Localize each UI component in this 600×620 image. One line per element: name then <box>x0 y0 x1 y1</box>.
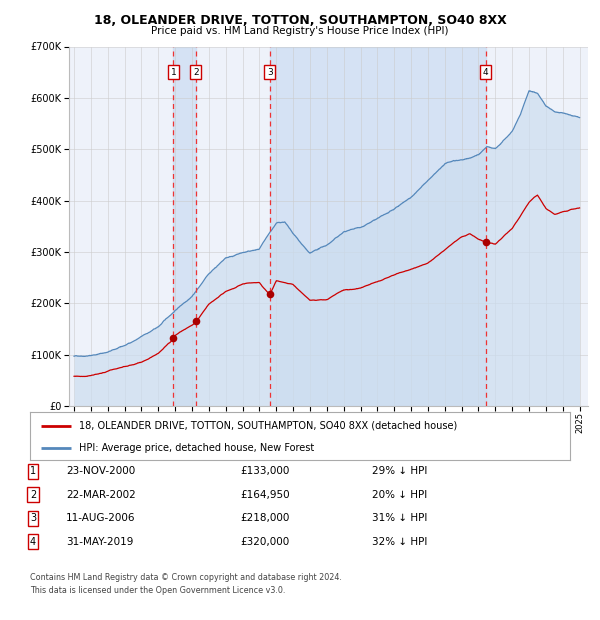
Text: HPI: Average price, detached house, New Forest: HPI: Average price, detached house, New … <box>79 443 314 453</box>
Text: 18, OLEANDER DRIVE, TOTTON, SOUTHAMPTON, SO40 8XX (detached house): 18, OLEANDER DRIVE, TOTTON, SOUTHAMPTON,… <box>79 420 457 431</box>
Text: 1: 1 <box>30 466 36 476</box>
Text: £320,000: £320,000 <box>240 537 289 547</box>
Text: 11-AUG-2006: 11-AUG-2006 <box>66 513 136 523</box>
Text: 31% ↓ HPI: 31% ↓ HPI <box>372 513 427 523</box>
Text: £218,000: £218,000 <box>240 513 289 523</box>
Text: Price paid vs. HM Land Registry's House Price Index (HPI): Price paid vs. HM Land Registry's House … <box>151 26 449 36</box>
Text: 22-MAR-2002: 22-MAR-2002 <box>66 490 136 500</box>
Text: 4: 4 <box>483 68 488 77</box>
Text: 18, OLEANDER DRIVE, TOTTON, SOUTHAMPTON, SO40 8XX: 18, OLEANDER DRIVE, TOTTON, SOUTHAMPTON,… <box>94 14 506 27</box>
Text: 2: 2 <box>30 490 36 500</box>
Text: £164,950: £164,950 <box>240 490 290 500</box>
Text: 3: 3 <box>267 68 273 77</box>
Text: 20% ↓ HPI: 20% ↓ HPI <box>372 490 427 500</box>
Text: This data is licensed under the Open Government Licence v3.0.: This data is licensed under the Open Gov… <box>30 586 286 595</box>
Text: 2: 2 <box>193 68 199 77</box>
Text: 4: 4 <box>30 537 36 547</box>
Bar <box>173 46 196 406</box>
Text: 29% ↓ HPI: 29% ↓ HPI <box>372 466 427 476</box>
Text: £133,000: £133,000 <box>240 466 289 476</box>
Text: 23-NOV-2000: 23-NOV-2000 <box>66 466 135 476</box>
Bar <box>270 46 485 406</box>
Text: 32% ↓ HPI: 32% ↓ HPI <box>372 537 427 547</box>
Text: Contains HM Land Registry data © Crown copyright and database right 2024.: Contains HM Land Registry data © Crown c… <box>30 574 342 583</box>
Text: 31-MAY-2019: 31-MAY-2019 <box>66 537 133 547</box>
Text: 1: 1 <box>170 68 176 77</box>
Text: 3: 3 <box>30 513 36 523</box>
